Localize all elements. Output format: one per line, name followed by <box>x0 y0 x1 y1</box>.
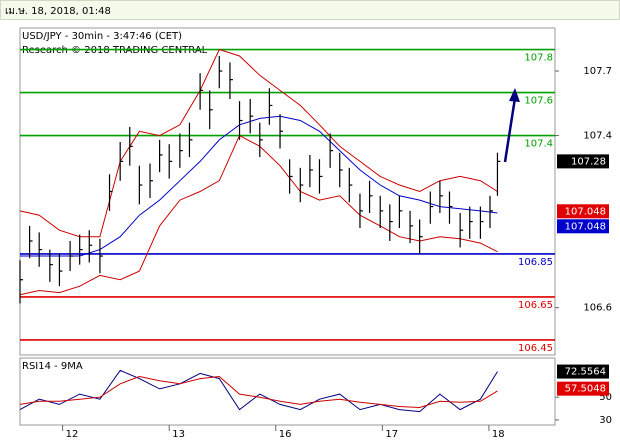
price-tag-label: 57.5048 <box>565 384 606 395</box>
x-tick-label: 16 <box>279 429 292 440</box>
price-tag-label: 107.28 <box>571 156 606 167</box>
price-tag-label: 72.5564 <box>565 367 606 378</box>
price-tag <box>557 154 609 169</box>
price-tag <box>557 219 609 234</box>
level-label: 107.6 <box>524 96 553 107</box>
level-label: 107.4 <box>524 139 553 150</box>
chart-title: USD/JPY - 30min - 3:47:46 (CET) <box>22 31 182 42</box>
plot-frame <box>19 357 556 426</box>
x-tick-label: 13 <box>172 429 185 440</box>
y-tick-label: 50 <box>599 392 612 403</box>
chart-title: RSI14 - 9MA <box>22 361 83 372</box>
level-label: 107.8 <box>524 53 553 64</box>
x-tick-label: 18 <box>492 429 505 440</box>
series-line <box>19 369 498 413</box>
forecast-arrow-head <box>509 88 520 102</box>
series-line <box>19 48 498 238</box>
x-tick-label: 12 <box>66 429 79 440</box>
x-tick-label: 17 <box>385 429 398 440</box>
forecast-arrow <box>503 97 517 163</box>
y-tick-label: 107.7 <box>583 66 612 77</box>
level-label: 106.45 <box>518 343 553 354</box>
header-date: เม.ษ. 18, 2018, 01:48 <box>5 6 111 17</box>
price-tag <box>557 364 609 379</box>
y-tick-label: 30 <box>599 415 612 426</box>
price-tag <box>557 381 609 396</box>
price-tag-label: 107.048 <box>565 206 606 217</box>
price-tag <box>557 204 609 219</box>
y-tick-label: 106.6 <box>583 303 612 314</box>
price-tag-label: 107.048 <box>565 221 606 232</box>
level-label: 106.85 <box>518 257 553 268</box>
y-tick-label: 107.4 <box>583 131 612 142</box>
plot-frame <box>19 27 556 356</box>
level-label: 106.65 <box>518 300 553 311</box>
series-line <box>19 375 498 409</box>
chart-subtitle: Research © 2018 TRADING CENTRAL <box>22 45 208 56</box>
